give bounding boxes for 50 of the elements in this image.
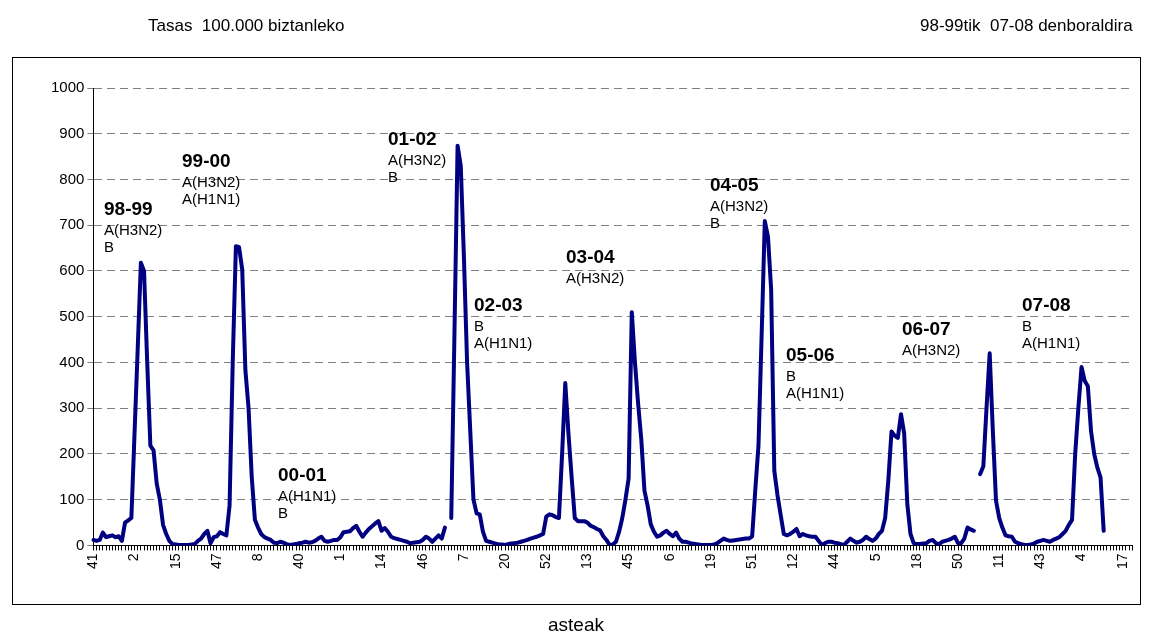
x-tick-label: 51 (743, 553, 759, 570)
x-tick-label: 13 (578, 553, 595, 570)
y-tick-label: 400 (59, 352, 85, 370)
annotation: 00-01 A(H1N1) B (278, 463, 337, 521)
x-tick-label: 1 (331, 553, 348, 562)
y-tick-label: 0 (76, 535, 85, 553)
y-tick-label: 800 (59, 169, 85, 187)
annotation: 98-99 A(H3N2) B (104, 197, 163, 255)
x-tick-label: 4 (1072, 553, 1089, 562)
x-tick-label: 15 (166, 553, 183, 570)
x-tick-label: 8 (248, 553, 265, 562)
annotation: 99-00 A(H3N2) A(H1N1) (182, 149, 241, 207)
x-tick-label: 43 (1031, 553, 1048, 570)
x-tick-label: 19 (701, 553, 718, 570)
x-tick-label: 40 (290, 553, 307, 570)
y-tick-label: 200 (59, 444, 85, 462)
x-tick-label: 52 (537, 553, 554, 570)
x-tick-label: 5 (866, 553, 883, 562)
x-tick-label: 7 (454, 553, 471, 562)
annotation: 06-07 A(H3N2) (902, 317, 961, 358)
chart-subtitle: 98-99tik 07-08 denboraldira (920, 16, 1133, 36)
x-tick-label: 6 (660, 553, 677, 562)
x-tick-label: 44 (825, 553, 842, 570)
x-axis-title: asteak (547, 614, 605, 636)
x-tick-label: 11 (990, 553, 1007, 568)
x-tick-label: 14 (372, 553, 389, 570)
x-tick-label: 18 (907, 553, 924, 570)
annotation: 04-05 A(H3N2) B (710, 173, 769, 231)
y-tick-label: 500 (59, 306, 85, 324)
chart-title: Tasas 100.000 biztanleko (148, 16, 345, 36)
x-tick-label: 2 (125, 553, 142, 562)
x-tick-label: 45 (619, 553, 636, 570)
y-tick-label: 900 (59, 123, 85, 141)
y-tick-label: 700 (59, 215, 85, 233)
x-tick-label: 47 (207, 553, 224, 570)
y-tick-label: 100 (59, 489, 85, 507)
x-tick-label: 17 (1113, 553, 1130, 570)
annotation: 05-06 B A(H1N1) (786, 343, 845, 401)
y-tick-label: 1000 (50, 78, 85, 96)
x-tick-label: 12 (784, 553, 801, 570)
x-tick-label: 41 (84, 553, 101, 570)
y-tick-label: 600 (59, 261, 85, 279)
x-tick-label: 46 (413, 553, 430, 570)
x-tick-label: 20 (495, 553, 512, 570)
annotation: 01-02 A(H3N2) B (388, 127, 447, 185)
annotation: 07-08 B A(H1N1) (1022, 293, 1081, 351)
y-tick-label: 300 (59, 398, 85, 416)
x-tick-label: 50 (948, 553, 965, 570)
annotation: 03-04 A(H3N2) (566, 245, 625, 286)
annotation: 02-03 B A(H1N1) (474, 293, 533, 351)
